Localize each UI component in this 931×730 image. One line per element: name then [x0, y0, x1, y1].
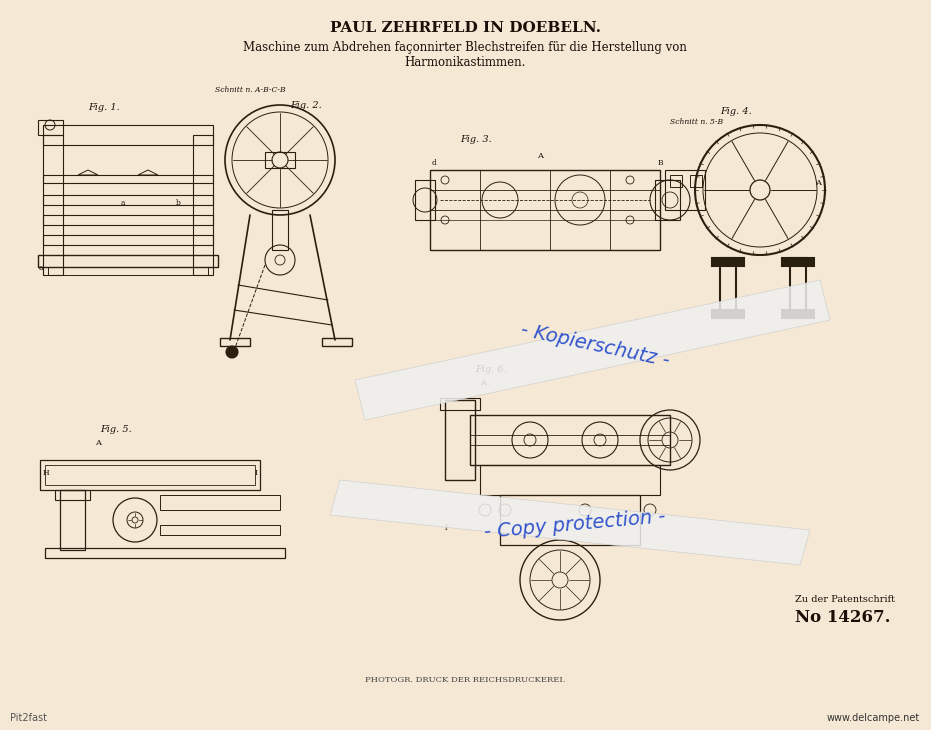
Bar — [690, 175, 702, 187]
Text: A: A — [537, 152, 543, 160]
Bar — [720, 258, 736, 318]
Bar — [440, 398, 480, 410]
Text: d: d — [432, 159, 437, 167]
Bar — [782, 258, 814, 266]
Text: - Copy protection -: - Copy protection - — [483, 507, 667, 542]
Text: A: A — [815, 179, 821, 187]
Bar — [55, 490, 90, 500]
Bar — [655, 180, 680, 220]
Bar — [415, 180, 435, 220]
Bar — [38, 255, 218, 267]
Text: a: a — [121, 199, 126, 207]
Bar — [43, 175, 213, 183]
Circle shape — [226, 346, 238, 358]
Bar — [160, 525, 280, 535]
Text: a: a — [39, 264, 43, 272]
Bar — [272, 210, 288, 250]
Text: Schnitt n. 5-B: Schnitt n. 5-B — [670, 118, 723, 126]
Bar — [43, 195, 213, 205]
Polygon shape — [330, 480, 810, 565]
Text: PAUL ZEHRFELD IN DOEBELN.: PAUL ZEHRFELD IN DOEBELN. — [330, 21, 600, 35]
Bar — [38, 120, 63, 135]
Bar — [43, 215, 213, 225]
Text: A: A — [480, 379, 486, 387]
Text: H: H — [43, 469, 49, 477]
Bar — [48, 267, 208, 275]
Text: Schnitt n. A-B-C-B: Schnitt n. A-B-C-B — [215, 86, 286, 94]
Bar — [782, 310, 814, 318]
Bar — [60, 490, 85, 550]
Text: Maschine zum Abdrehen façonnirter Blechstreifen für die Herstellung von: Maschine zum Abdrehen façonnirter Blechs… — [243, 42, 687, 55]
Polygon shape — [355, 280, 830, 420]
Bar — [160, 495, 280, 510]
Text: I: I — [255, 469, 258, 477]
Bar — [712, 258, 744, 266]
Text: Fig. 1.: Fig. 1. — [88, 102, 120, 112]
Text: - Kopierschutz -: - Kopierschutz - — [519, 320, 671, 370]
Text: B: B — [658, 159, 664, 167]
Bar — [45, 548, 285, 558]
Bar — [665, 170, 705, 210]
Bar — [500, 495, 640, 545]
Text: Fig. 5.: Fig. 5. — [100, 426, 132, 434]
Text: Harmonikastimmen.: Harmonikastimmen. — [404, 56, 526, 69]
Bar — [193, 135, 213, 275]
Bar — [43, 135, 63, 275]
Text: b: b — [176, 199, 181, 207]
Bar — [220, 338, 250, 346]
Text: Fig. 4.: Fig. 4. — [720, 107, 751, 117]
Text: Fig. 3.: Fig. 3. — [460, 136, 492, 145]
Text: Fig. 2.: Fig. 2. — [290, 101, 322, 110]
Bar — [265, 152, 295, 168]
Bar — [43, 235, 213, 245]
Bar — [470, 415, 670, 465]
Text: Pit2fast: Pit2fast — [10, 713, 47, 723]
Text: Fig. 6.: Fig. 6. — [475, 366, 506, 374]
Bar — [480, 465, 660, 495]
Text: www.delcampe.net: www.delcampe.net — [827, 713, 920, 723]
Bar — [43, 125, 213, 145]
Text: f: f — [445, 524, 448, 532]
Bar — [790, 258, 806, 318]
Text: No 14267.: No 14267. — [795, 610, 890, 626]
Text: A: A — [95, 439, 101, 447]
Bar — [712, 310, 744, 318]
Text: PHOTOGR. DRUCK DER REICHSDRUCKEREI.: PHOTOGR. DRUCK DER REICHSDRUCKEREI. — [365, 676, 565, 684]
Bar — [670, 175, 682, 187]
Bar — [322, 338, 352, 346]
Text: Zu der Patentschrift: Zu der Patentschrift — [795, 596, 895, 604]
Bar — [40, 460, 260, 490]
Bar — [430, 170, 660, 250]
Bar — [45, 465, 255, 485]
Bar — [445, 400, 475, 480]
